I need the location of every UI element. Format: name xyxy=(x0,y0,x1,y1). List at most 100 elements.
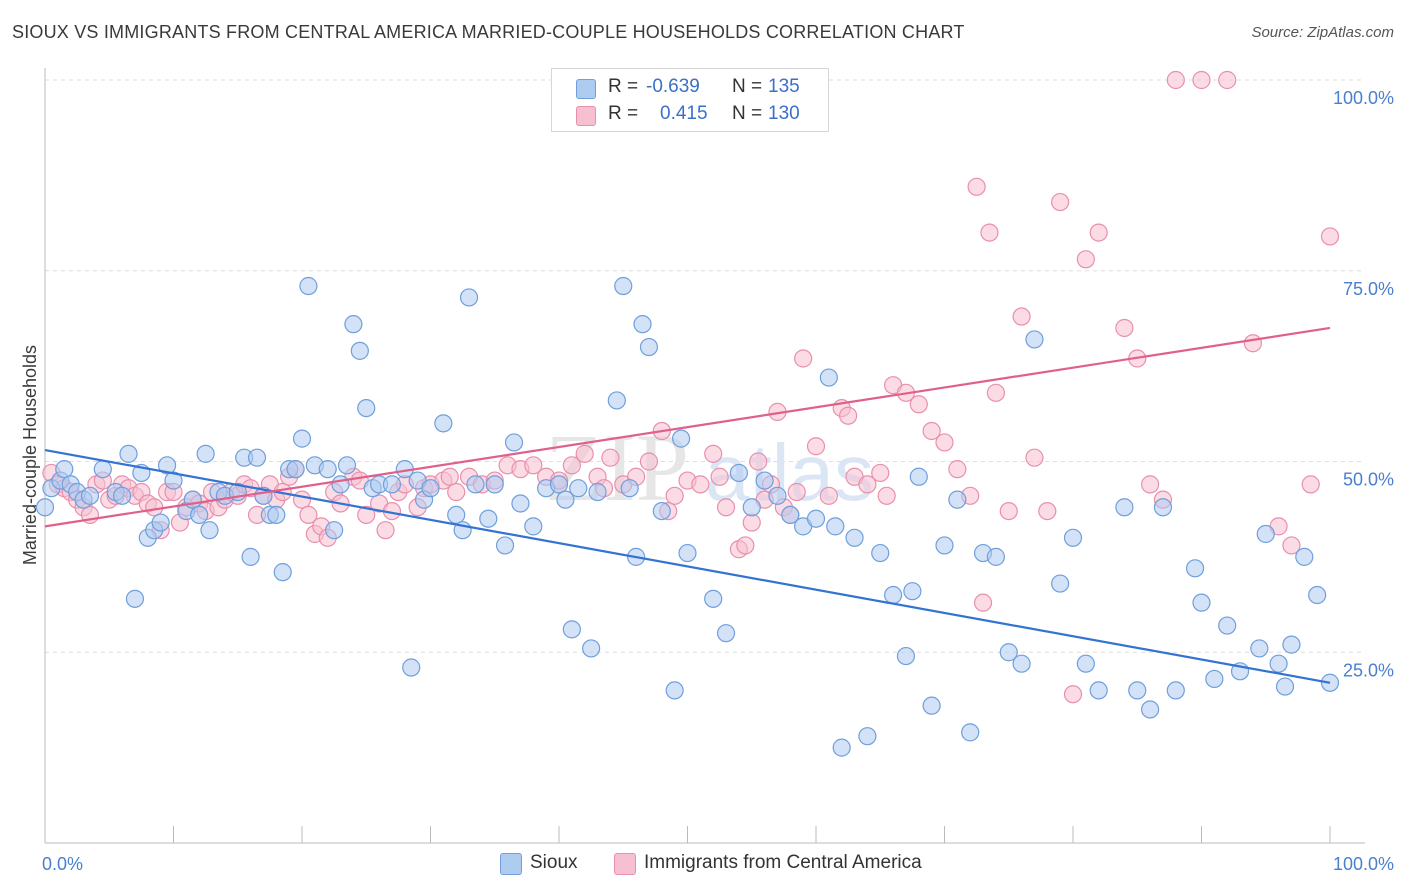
sioux-point xyxy=(1218,616,1237,635)
sioux-point xyxy=(652,501,671,521)
ica-point xyxy=(871,463,890,483)
sioux-point xyxy=(1295,547,1314,566)
sioux-point xyxy=(93,460,112,479)
ica-point xyxy=(787,482,806,502)
sioux-point xyxy=(524,517,543,536)
sioux-point xyxy=(1250,639,1269,658)
y-tick-label: 100.0% xyxy=(1333,88,1394,108)
sioux-point xyxy=(80,486,100,505)
series-sioux-points xyxy=(35,276,1340,757)
x-tick-labels: 0.0% 100.0% xyxy=(42,854,1394,874)
sioux-point xyxy=(883,585,903,605)
y-tick-label: 50.0% xyxy=(1343,470,1394,490)
stats-legend: R = -0.639 N = 135 R = 0.415 N = 130 xyxy=(551,68,829,132)
sioux-point xyxy=(267,505,286,525)
sioux-point xyxy=(183,490,202,509)
sioux-point xyxy=(495,536,515,555)
ica-point xyxy=(819,486,838,505)
sioux-point xyxy=(485,475,504,494)
sioux-point xyxy=(1205,669,1224,689)
bottom-legend-swatch-sioux xyxy=(500,853,522,875)
chart-title: SIOUX VS IMMIGRANTS FROM CENTRAL AMERICA… xyxy=(12,22,965,42)
ica-point xyxy=(1192,70,1211,90)
legend-n-label: N = xyxy=(732,76,763,97)
ica-point xyxy=(794,349,813,368)
sioux-point xyxy=(826,517,845,536)
sioux-point xyxy=(768,486,787,505)
legend-swatch-ica xyxy=(576,106,596,126)
watermark: ZIP atlas xyxy=(545,414,874,521)
ica-point xyxy=(922,421,941,441)
ica-point xyxy=(704,444,723,463)
sioux-point xyxy=(633,315,652,334)
ica-point xyxy=(1012,307,1031,326)
ica-point xyxy=(1301,475,1320,494)
sioux-point xyxy=(1275,677,1295,696)
ica-point xyxy=(1140,475,1160,494)
sioux-point xyxy=(434,414,453,433)
sioux-point xyxy=(511,494,530,513)
sioux-point xyxy=(1012,654,1031,673)
sioux-point xyxy=(781,505,800,525)
sioux-point xyxy=(704,589,723,608)
legend-swatch-sioux xyxy=(576,79,596,99)
sioux-point xyxy=(755,471,774,490)
ica-point xyxy=(980,223,999,242)
sioux-point xyxy=(337,456,357,475)
sioux-point xyxy=(382,475,402,494)
ica-point xyxy=(299,505,318,525)
sioux-point xyxy=(948,490,967,509)
sioux-point xyxy=(292,429,312,448)
sioux-point xyxy=(190,505,209,525)
sioux-point xyxy=(1269,654,1288,673)
sioux-point xyxy=(909,467,928,486)
sioux-point xyxy=(402,658,421,677)
sioux-point xyxy=(716,624,736,643)
ica-point xyxy=(1038,501,1057,521)
sioux-point xyxy=(935,536,954,555)
sioux-point xyxy=(922,696,941,715)
ica-point xyxy=(858,475,877,494)
sioux-point xyxy=(1153,498,1173,517)
sioux-point xyxy=(1128,681,1147,700)
ica-point xyxy=(749,452,768,471)
ica-point xyxy=(1076,250,1095,269)
sioux-point xyxy=(620,479,639,498)
ica-point xyxy=(710,467,729,486)
legend-r-label: R = xyxy=(608,103,639,124)
ica-point xyxy=(909,395,928,414)
ica-point xyxy=(376,521,395,540)
legend-n-label: N = xyxy=(732,103,763,124)
ica-point xyxy=(967,177,986,196)
ica-point xyxy=(877,486,896,505)
sioux-point xyxy=(729,463,749,483)
sioux-point xyxy=(1308,585,1327,605)
bottom-legend-label-sioux: Sioux xyxy=(530,852,578,873)
legend-n-value-ica: 130 xyxy=(768,103,800,124)
sioux-point xyxy=(357,398,376,418)
sioux-point xyxy=(350,341,369,360)
y-tick-label: 75.0% xyxy=(1343,279,1394,299)
sioux-point xyxy=(1282,635,1301,654)
sioux-point xyxy=(742,498,761,517)
ica-point xyxy=(1025,448,1044,467)
sioux-point xyxy=(466,475,485,494)
ica-point xyxy=(665,486,684,505)
sioux-point xyxy=(421,479,440,498)
ica-point xyxy=(447,482,466,502)
series-ica-points xyxy=(42,70,1340,704)
sioux-point xyxy=(299,276,318,296)
axes xyxy=(44,68,1365,844)
ica-point xyxy=(986,383,1006,402)
sioux-point xyxy=(112,486,132,505)
sioux-point xyxy=(607,391,626,410)
ica-point xyxy=(839,406,858,425)
sioux-point xyxy=(1140,700,1160,719)
sioux-point xyxy=(1192,593,1211,612)
ica-point xyxy=(1063,685,1083,704)
sioux-point xyxy=(614,276,633,296)
source-attribution: Source: ZipAtlas.com xyxy=(1251,24,1394,41)
sioux-point xyxy=(665,681,684,700)
sioux-point xyxy=(588,482,607,502)
sioux-point xyxy=(504,433,524,452)
